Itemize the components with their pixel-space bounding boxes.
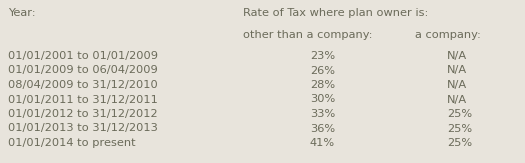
Text: 36%: 36% — [310, 124, 335, 133]
Text: 08/04/2009 to 31/12/2010: 08/04/2009 to 31/12/2010 — [8, 80, 158, 90]
Text: 23%: 23% — [310, 51, 335, 61]
Text: 01/01/2014 to present: 01/01/2014 to present — [8, 138, 135, 148]
Text: N/A: N/A — [447, 95, 467, 104]
Text: 01/01/2011 to 31/12/2011: 01/01/2011 to 31/12/2011 — [8, 95, 158, 104]
Text: N/A: N/A — [447, 66, 467, 75]
Text: 25%: 25% — [447, 124, 472, 133]
Text: N/A: N/A — [447, 80, 467, 90]
Text: other than a company:: other than a company: — [243, 30, 373, 40]
Text: Year:: Year: — [8, 8, 36, 18]
Text: 41%: 41% — [310, 138, 335, 148]
Text: 25%: 25% — [447, 109, 472, 119]
Text: 01/01/2009 to 06/04/2009: 01/01/2009 to 06/04/2009 — [8, 66, 158, 75]
Text: N/A: N/A — [447, 51, 467, 61]
Text: 30%: 30% — [310, 95, 335, 104]
Text: 01/01/2012 to 31/12/2012: 01/01/2012 to 31/12/2012 — [8, 109, 158, 119]
Text: Rate of Tax where plan owner is:: Rate of Tax where plan owner is: — [243, 8, 428, 18]
Text: 01/01/2001 to 01/01/2009: 01/01/2001 to 01/01/2009 — [8, 51, 158, 61]
Text: a company:: a company: — [415, 30, 481, 40]
Text: 25%: 25% — [447, 138, 472, 148]
Text: 33%: 33% — [310, 109, 335, 119]
Text: 28%: 28% — [310, 80, 335, 90]
Text: 26%: 26% — [310, 66, 335, 75]
Text: 01/01/2013 to 31/12/2013: 01/01/2013 to 31/12/2013 — [8, 124, 158, 133]
